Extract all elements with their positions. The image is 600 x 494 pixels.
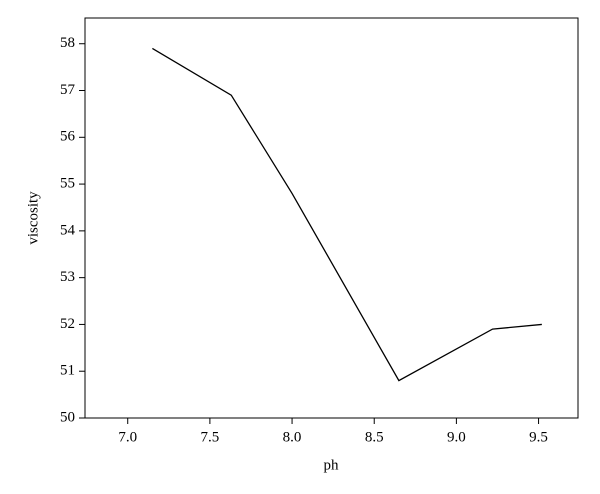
y-tick-label: 58 (60, 35, 75, 51)
y-tick-label: 55 (60, 176, 75, 192)
y-tick-label: 51 (60, 363, 75, 379)
x-tick-label: 9.0 (447, 429, 466, 445)
y-tick-label: 54 (60, 222, 76, 238)
y-tick-label: 56 (60, 129, 76, 145)
x-tick-label: 9.5 (529, 429, 548, 445)
x-axis-label: ph (324, 457, 340, 473)
x-tick-label: 8.0 (283, 429, 302, 445)
x-tick-label: 7.5 (201, 429, 220, 445)
y-tick-label: 52 (60, 316, 75, 332)
plot-frame (84, 17, 579, 419)
x-tick-label: 7.0 (118, 429, 137, 445)
y-tick-label: 50 (60, 409, 75, 425)
y-tick-label: 53 (60, 269, 75, 285)
x-tick-label: 8.5 (365, 429, 384, 445)
y-axis-label: viscosity (25, 191, 41, 245)
y-tick-label: 57 (60, 82, 76, 98)
line-series (152, 47, 542, 382)
